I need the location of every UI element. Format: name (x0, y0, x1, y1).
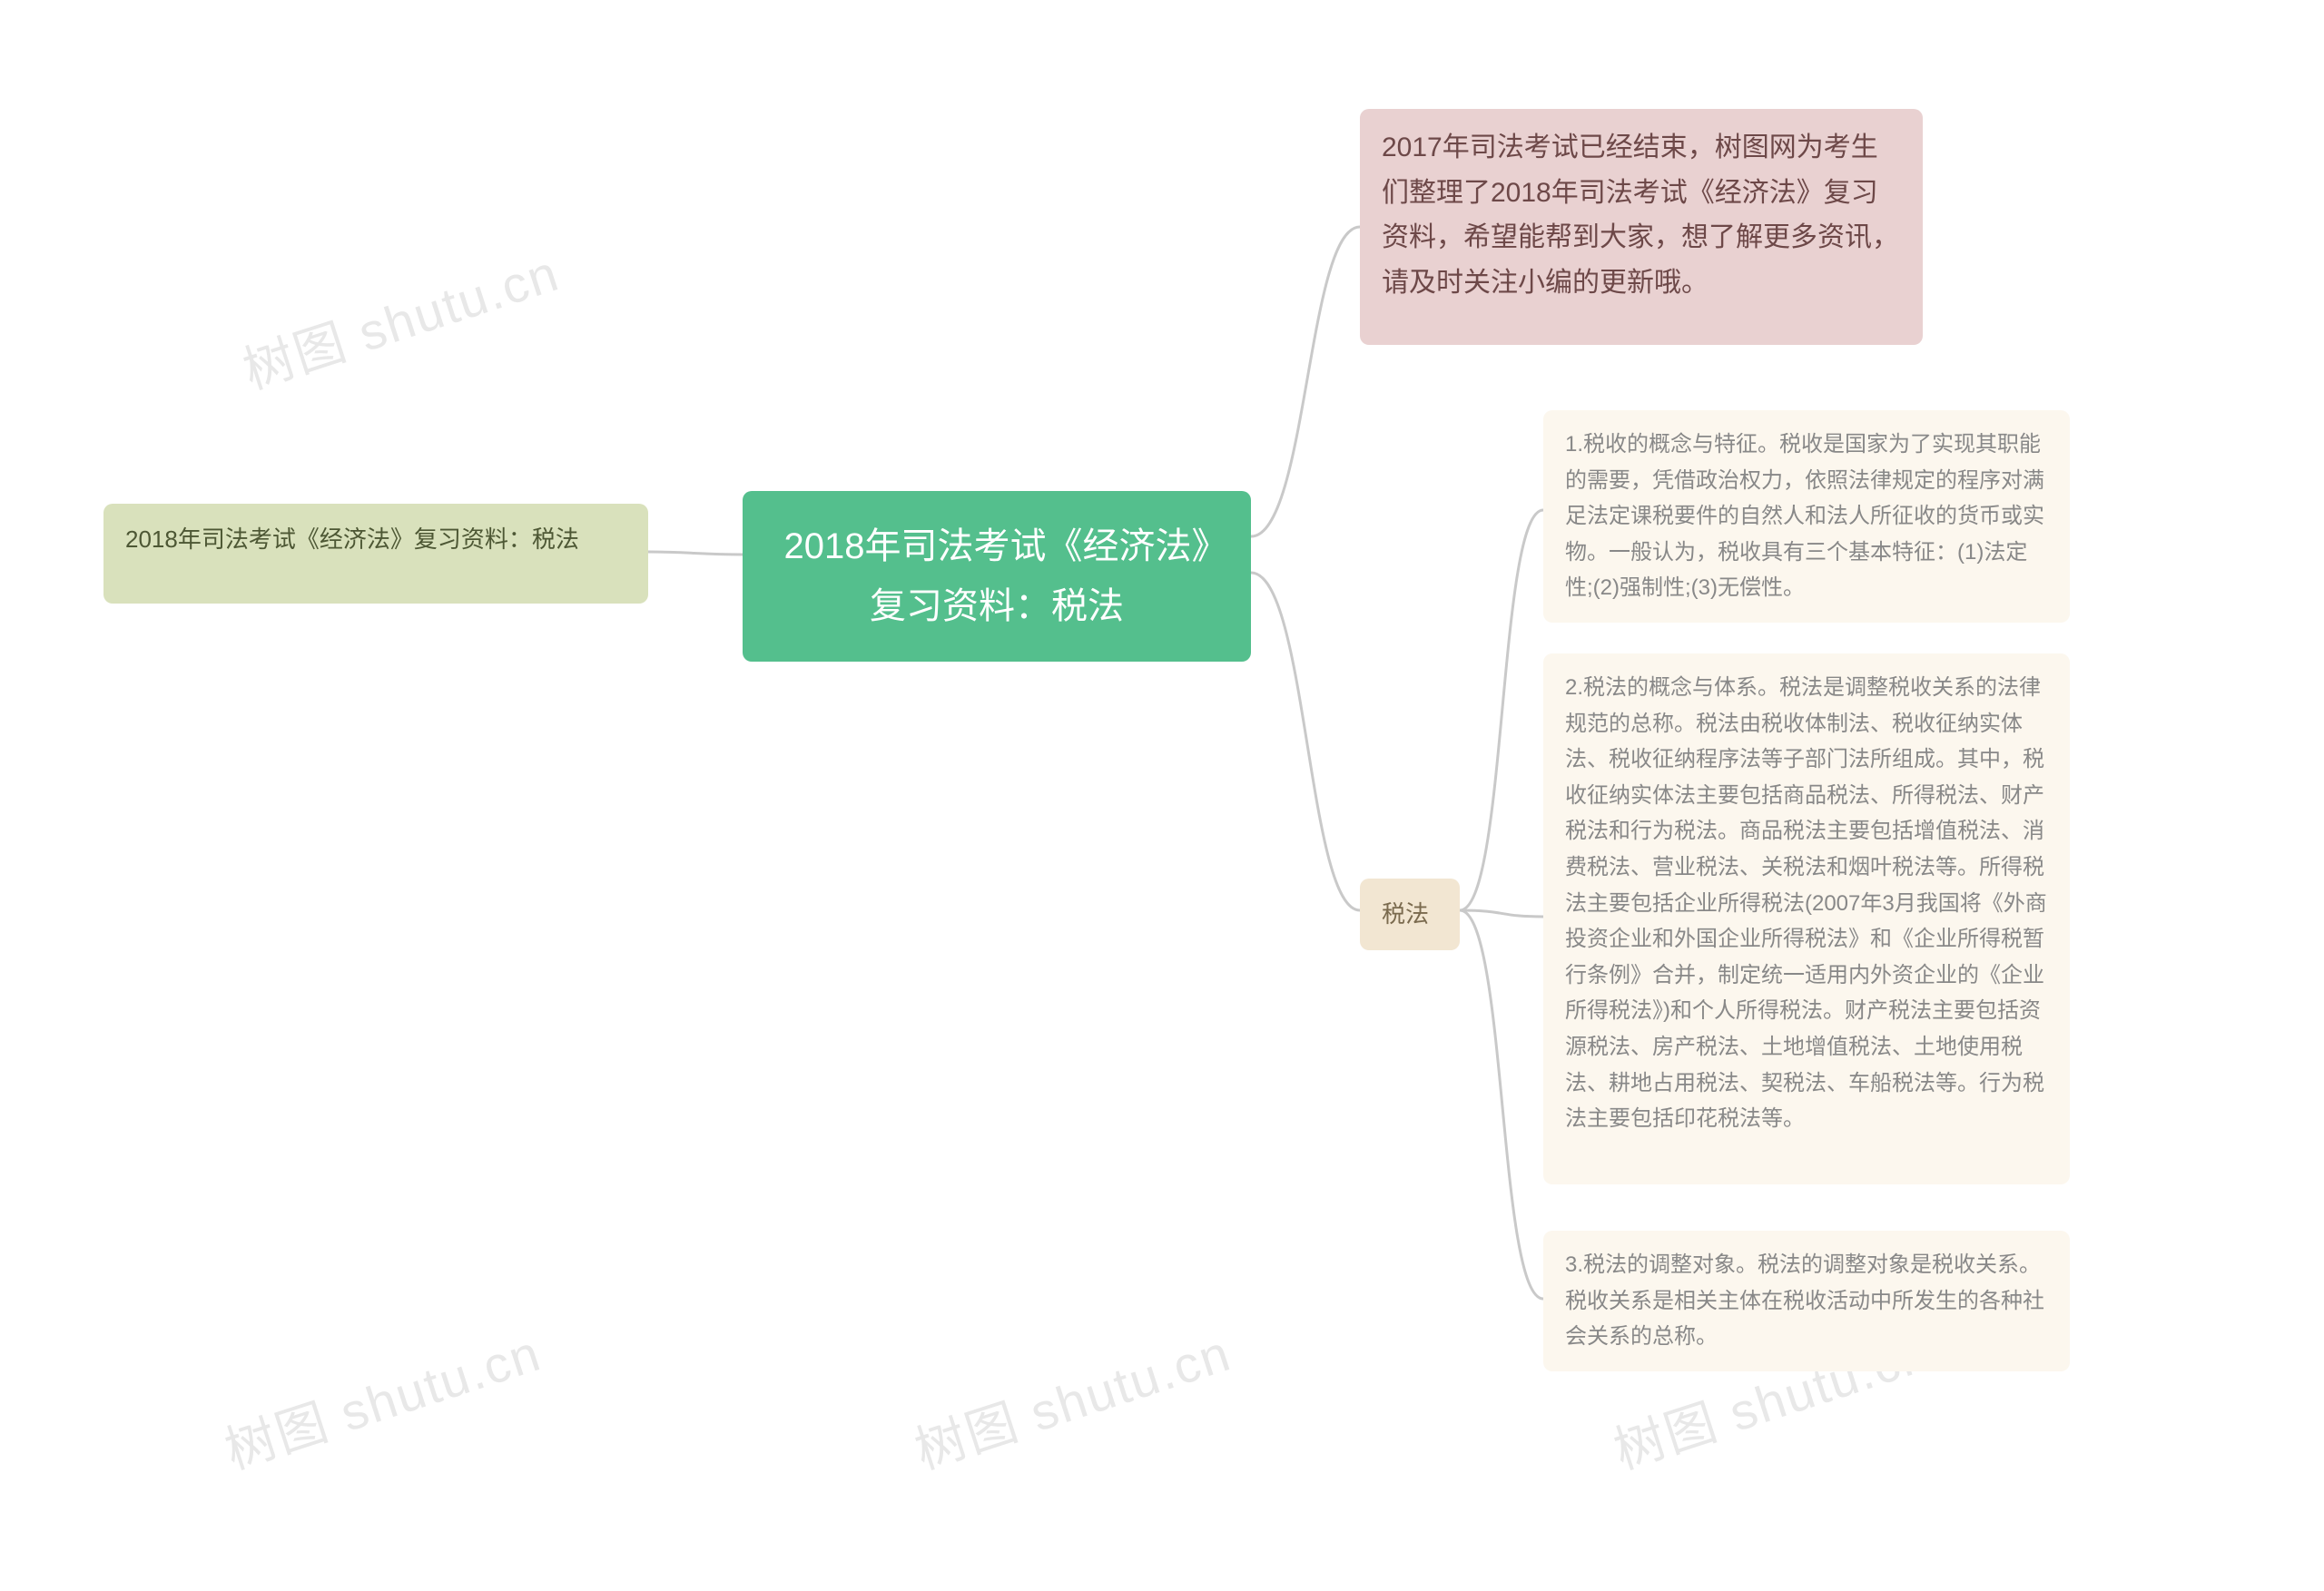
mindmap-detail-node: 2.税法的概念与体系。税法是调整税收关系的法律规范的总称。税法由税收体制法、税收… (1543, 653, 2070, 1184)
mindmap-section-node: 税法 (1360, 879, 1460, 950)
mindmap-intro-node: 2017年司法考试已经结束，树图网为考生们整理了2018年司法考试《经济法》复习… (1360, 109, 1923, 345)
mindmap-root-node: 2018年司法考试《经济法》复习资料：税法 (743, 491, 1251, 662)
mindmap-detail-node: 1.税收的概念与特征。税收是国家为了实现其职能的需要，凭借政治权力，依照法律规定… (1543, 410, 2070, 623)
watermark: 树图 shutu.cn (904, 1312, 1239, 1484)
watermark: 树图 shutu.cn (214, 1312, 549, 1484)
watermark: 树图 shutu.cn (232, 232, 567, 404)
mindmap-left-node: 2018年司法考试《经济法》复习资料：税法 (103, 504, 648, 604)
mindmap-detail-node: 3.税法的调整对象。税法的调整对象是税收关系。税收关系是相关主体在税收活动中所发… (1543, 1231, 2070, 1371)
